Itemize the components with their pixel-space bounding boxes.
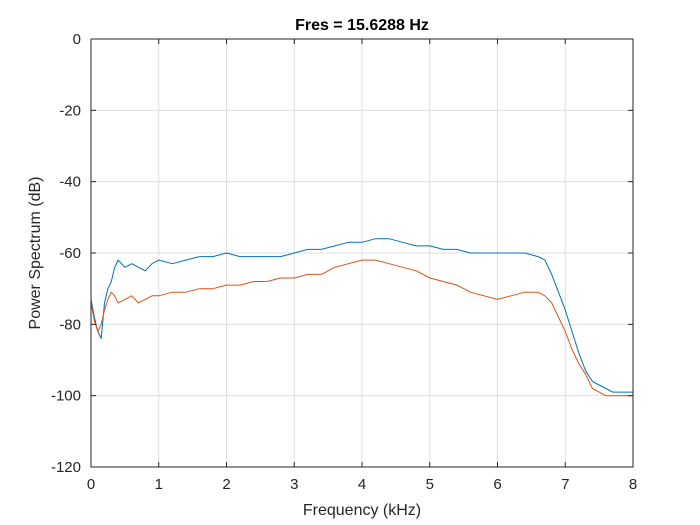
x-tick-label: 7 xyxy=(561,476,569,493)
x-tick-label: 5 xyxy=(426,476,434,493)
x-tick-label: 8 xyxy=(629,476,637,493)
x-tick-label: 1 xyxy=(155,476,163,493)
series-line-2 xyxy=(90,259,633,397)
y-tick-label: -80 xyxy=(59,316,81,333)
y-tick-label: -60 xyxy=(59,245,81,262)
chart-title: Fres = 15.6288 Hz xyxy=(295,17,429,34)
series-line-1 xyxy=(90,238,633,393)
x-tick-label: 4 xyxy=(358,476,366,493)
x-tick-label: 6 xyxy=(493,476,501,493)
x-tick-label: 0 xyxy=(87,476,95,493)
y-tick-label: -40 xyxy=(59,174,81,191)
x-axis-label: Frequency (kHz) xyxy=(303,502,421,519)
tick-marks xyxy=(90,38,634,468)
x-tick-label: 2 xyxy=(222,476,230,493)
x-tick-label: 3 xyxy=(290,476,298,493)
y-axis-label: Power Spectrum (dB) xyxy=(27,177,44,330)
y-tick-label: -100 xyxy=(51,388,81,405)
y-tick-label: -20 xyxy=(59,102,81,119)
tick-labels: 0 1 2 3 4 5 6 7 8 0 -20 -40 -60 -80 -100 -120 xyxy=(51,31,637,493)
grid-lines xyxy=(90,38,634,468)
y-tick-label: 0 xyxy=(73,31,81,48)
y-tick-label: -120 xyxy=(51,459,81,476)
